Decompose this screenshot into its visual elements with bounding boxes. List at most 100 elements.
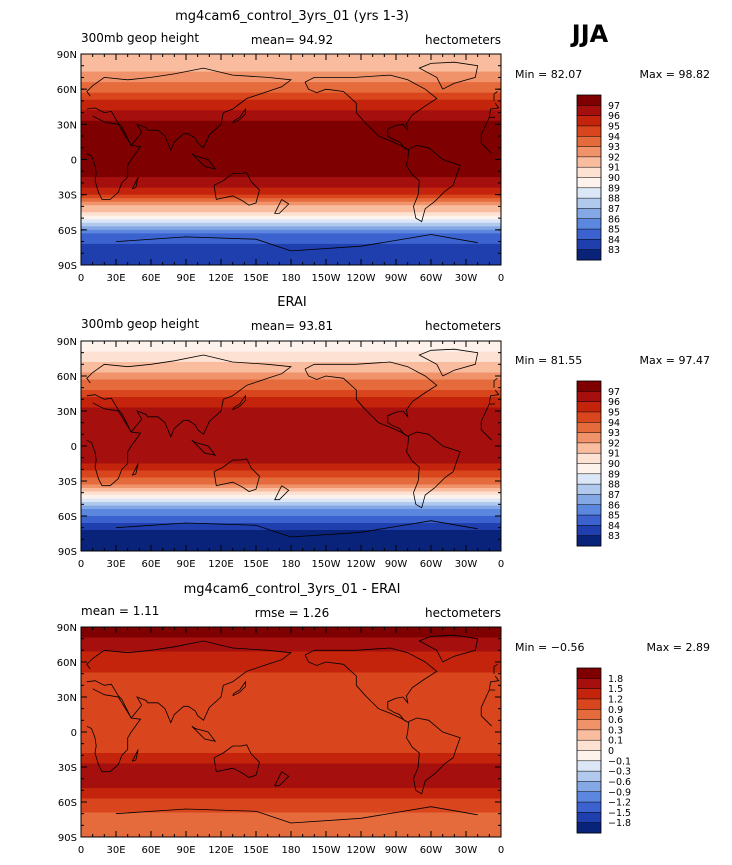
contour-band: [81, 519, 501, 524]
colorbar-swatch: [577, 515, 601, 526]
lon-tick-label: 30E: [106, 559, 125, 570]
colorbar-level-label: 95: [608, 121, 620, 132]
colorbar-level-label: 87: [608, 204, 620, 215]
coastline: [213, 171, 260, 206]
colorbar-level-label: 0.6: [608, 715, 623, 726]
contour-band: [81, 250, 501, 256]
colorbar-swatch: [577, 678, 601, 690]
colorbar-level-label: 96: [608, 111, 620, 122]
contour-band: [81, 407, 501, 412]
coastline: [406, 144, 461, 223]
contour-band: [81, 236, 501, 241]
colorbar-swatch: [577, 187, 601, 199]
colorbar-swatch: [577, 218, 601, 230]
contour-band: [81, 460, 501, 465]
contour-band: [81, 141, 501, 147]
contour-band: [81, 404, 501, 409]
coastline: [191, 153, 217, 170]
contour-band: [81, 78, 501, 83]
contour-band: [81, 746, 501, 751]
contour-band: [81, 474, 501, 479]
coastline: [131, 176, 139, 190]
colorbar-level-label: 92: [608, 438, 620, 449]
lat-tick-label: 30N: [57, 407, 77, 418]
colorbar-level-label: 89: [608, 469, 620, 480]
colorbar-level-label: 95: [608, 407, 620, 418]
contour-band: [81, 159, 501, 164]
contour-band: [81, 491, 501, 496]
colorbar-level-label: 94: [608, 132, 620, 143]
contour-band: [81, 411, 501, 416]
colorbar-level-label: 1.8: [608, 674, 623, 685]
plot-area: [81, 54, 501, 265]
contour-band: [81, 732, 501, 737]
lon-tick-label: 30E: [106, 845, 125, 856]
contour-band: [81, 205, 501, 210]
plot-area: [81, 627, 501, 837]
colorbar-swatch: [577, 463, 601, 475]
lat-tick-label: 60S: [58, 512, 77, 523]
contour-band: [81, 428, 501, 433]
lon-tick-label: 120E: [208, 845, 233, 856]
contour-band: [81, 365, 501, 370]
lon-tick-label: 90E: [176, 845, 195, 856]
colorbar-swatch: [577, 822, 601, 834]
contour-band: [81, 826, 501, 831]
lat-tick-label: 90N: [57, 337, 77, 348]
contour-band: [81, 113, 501, 118]
max-label: Max = 2.89: [647, 641, 710, 654]
contour-band: [81, 222, 501, 227]
contour-band: [81, 243, 501, 249]
lat-tick-label: 60S: [58, 798, 77, 809]
coastline: [304, 647, 438, 724]
lat-tick-label: 60N: [57, 658, 77, 669]
contour-band: [81, 110, 501, 115]
colorbar-swatch: [577, 698, 601, 710]
max-label: Max = 98.82: [640, 68, 710, 81]
contour-band: [81, 467, 501, 472]
contour-band: [81, 823, 501, 828]
contour-band: [81, 99, 501, 104]
contour-band: [81, 355, 501, 360]
coastline: [493, 377, 498, 388]
contour-band: [81, 120, 501, 125]
contour-band: [81, 131, 501, 136]
contour-band: [81, 155, 501, 161]
lat-tick-label: 0: [71, 156, 77, 167]
contour-band: [81, 117, 501, 122]
lon-tick-label: 60W: [420, 845, 443, 856]
contour-band: [81, 707, 501, 712]
colorbar-swatch: [577, 239, 601, 251]
colorbar-swatch: [577, 760, 601, 772]
contour-band: [81, 418, 501, 423]
colorbar-level-label: 85: [608, 511, 620, 522]
lon-tick-label: 150W: [312, 845, 341, 856]
contour-band: [81, 453, 501, 458]
contour-band: [81, 124, 501, 129]
contour-band: [81, 68, 501, 73]
coastline: [115, 234, 478, 252]
contour-band: [81, 254, 501, 259]
contour-band: [81, 383, 501, 388]
coastline: [115, 806, 478, 824]
coastline: [213, 744, 260, 778]
contour-band: [81, 215, 501, 220]
contour-band: [81, 756, 501, 761]
lon-tick-label: 150W: [312, 273, 341, 284]
coastline: [86, 67, 500, 152]
lon-tick-label: 120E: [208, 559, 233, 570]
contour-band: [81, 64, 501, 69]
contour-band: [81, 166, 501, 171]
lon-tick-label: 30W: [455, 845, 478, 856]
coastline: [418, 61, 479, 90]
contour-band: [81, 721, 501, 726]
contour-band: [81, 693, 501, 698]
contour-band: [81, 134, 501, 139]
colorbar-swatch: [577, 177, 601, 189]
coastline: [213, 458, 260, 492]
contour-band: [81, 127, 501, 132]
lon-tick-label: 180: [281, 273, 300, 284]
contour-band: [81, 763, 501, 768]
contour-band: [81, 676, 501, 681]
lat-tick-label: 90N: [57, 50, 77, 61]
